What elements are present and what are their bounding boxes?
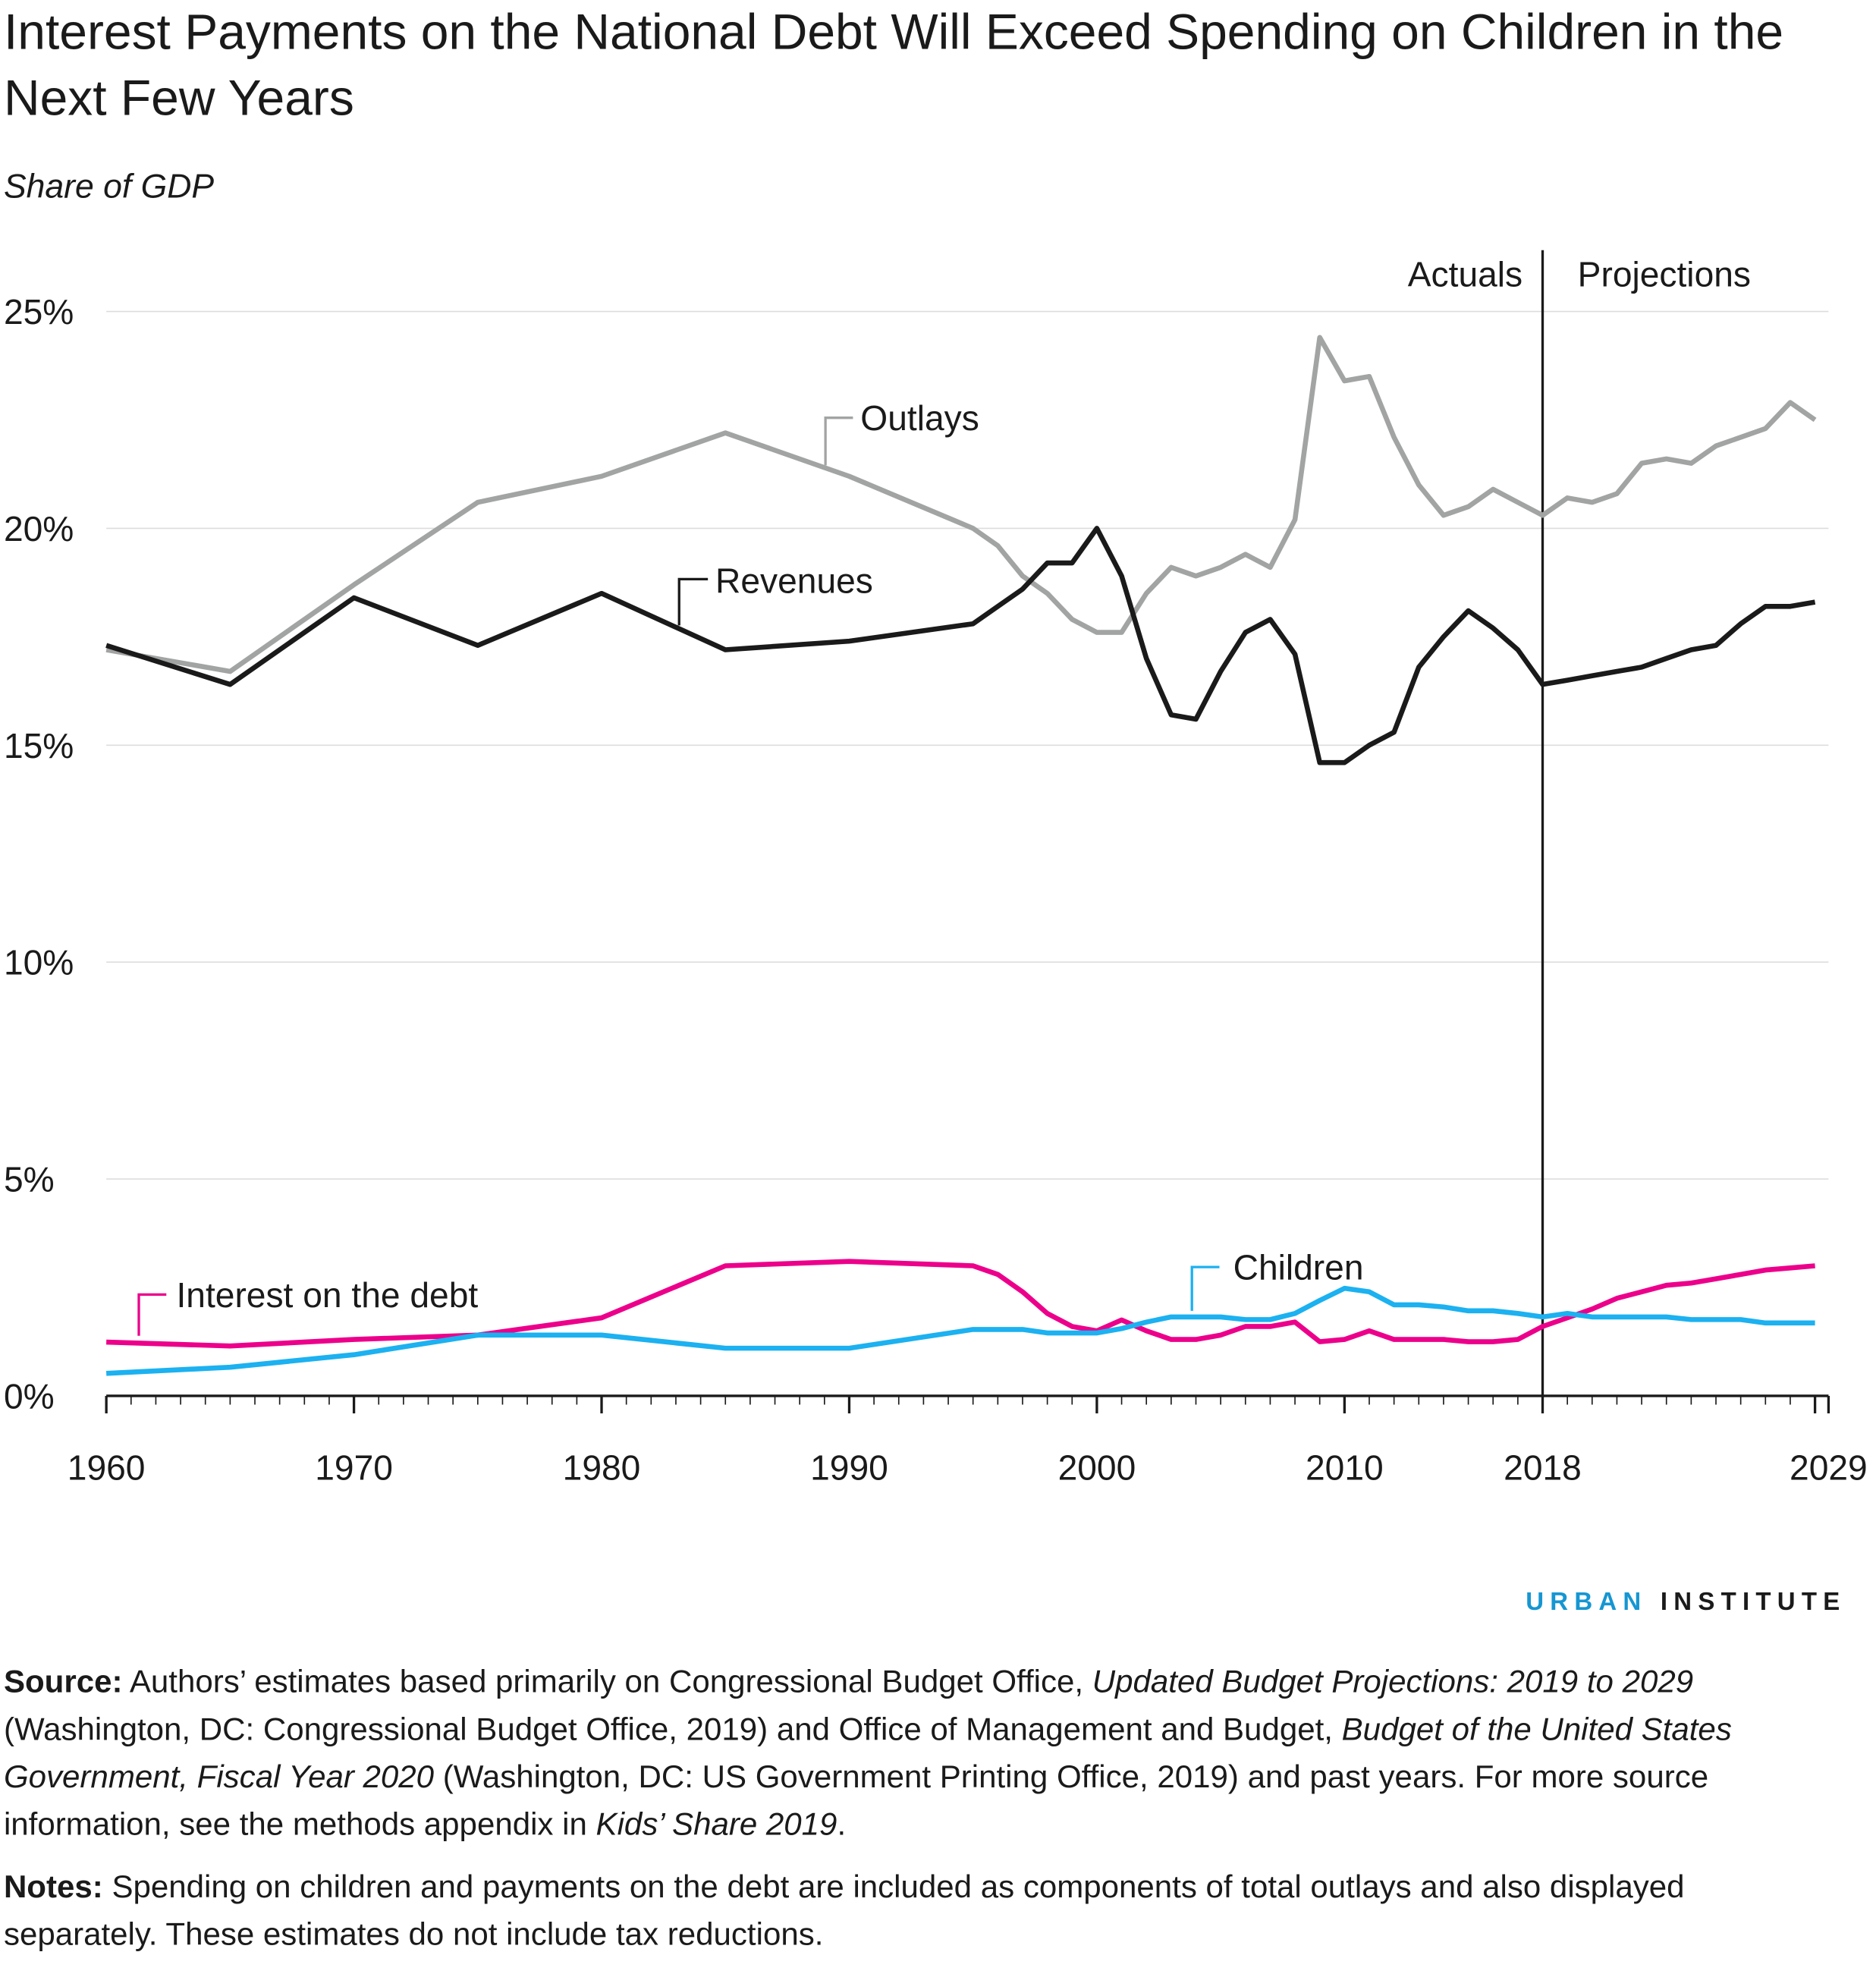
line-chart: 0% 5% 10% 15% 20% 25% 1960 1970 1980 1990 2000 2010… (4, 250, 1868, 1487)
x-tick-label: 1960 (68, 1447, 146, 1487)
y-tick-label: 20% (4, 509, 74, 549)
children-leader-line (1190, 1265, 1220, 1311)
outlays-series-label: Outlays (860, 398, 979, 438)
x-tick-label: 2000 (1058, 1447, 1136, 1487)
y-tick-label: 25% (4, 292, 74, 332)
notes-text: Notes: Spending on children and payments… (3, 1869, 1685, 1953)
x-tick-label: 2029 (1790, 1447, 1868, 1487)
interest-on-the-debt-series-label: Interest on the debt (176, 1275, 478, 1315)
x-tick-label: 1970 (315, 1447, 393, 1487)
series-line-revenues (105, 526, 1816, 765)
source-note: Source: Authors’ estimates based primari… (3, 1664, 1732, 1843)
urban-institute-logo: URBAN INSTITUTE (1526, 1588, 1846, 1617)
y-tick-label: 15% (4, 726, 74, 765)
series-line-outlays (105, 335, 1817, 674)
x-tick-label: 1990 (810, 1447, 888, 1487)
y-tick-label: 10% (4, 943, 74, 982)
y-tick-label: 5% (4, 1160, 55, 1199)
y-axis-title: Share of GDP (3, 167, 215, 206)
outlays-leader-line (824, 416, 853, 466)
series-line-interest-on-the-debt (106, 1259, 1815, 1349)
projections-label: Projections (1578, 255, 1751, 294)
children-series-label: Children (1233, 1248, 1364, 1287)
series-line-children (105, 1285, 1815, 1376)
x-tick-label: 2010 (1306, 1447, 1384, 1487)
x-tick-label: 2018 (1504, 1447, 1582, 1487)
actuals-label: Actuals (1408, 255, 1522, 294)
notes-section: Source: Authors’ estimates based primari… (4, 1658, 1843, 1973)
interest-on-the-debt-leader-line (137, 1293, 167, 1336)
chart-title: Interest Payments on the National Debt W… (3, 5, 1784, 127)
y-tick-label: 0% (4, 1376, 55, 1416)
x-tick-label: 1980 (563, 1447, 641, 1487)
revenues-leader-line (677, 577, 709, 626)
revenues-series-label: Revenues (715, 561, 873, 600)
